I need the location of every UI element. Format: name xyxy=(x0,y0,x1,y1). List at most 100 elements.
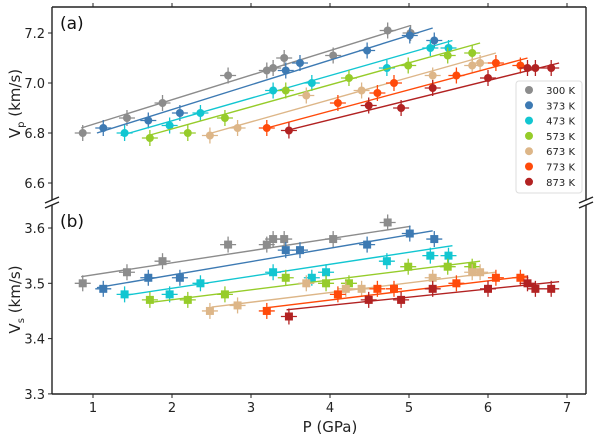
data-point xyxy=(405,229,414,238)
data-point xyxy=(262,306,271,315)
data-point xyxy=(329,235,338,244)
legend-marker xyxy=(525,162,533,171)
data-point xyxy=(428,273,437,282)
data-point xyxy=(120,129,129,137)
y-tick-label: 7.2 xyxy=(24,27,45,42)
legend-item: 773 K xyxy=(525,162,575,174)
data-point xyxy=(262,124,271,132)
series-873k xyxy=(280,275,560,325)
data-point xyxy=(484,284,492,293)
legend-label: 300 K xyxy=(546,86,575,97)
data-point xyxy=(145,134,154,142)
data-point xyxy=(476,268,485,277)
data-point xyxy=(405,31,414,40)
x-tick-label: 1 xyxy=(89,401,97,416)
data-point xyxy=(531,284,540,293)
data-point xyxy=(269,86,278,95)
data-point xyxy=(78,279,87,288)
fit-line xyxy=(286,62,560,132)
data-point xyxy=(158,257,167,266)
data-point xyxy=(281,66,290,75)
data-point xyxy=(452,279,461,288)
data-point xyxy=(428,71,437,80)
data-point xyxy=(262,240,271,249)
data-point xyxy=(307,79,316,87)
data-point xyxy=(363,240,372,249)
data-point xyxy=(183,295,192,304)
data-point xyxy=(491,273,500,282)
axis-break-mark xyxy=(578,196,594,204)
data-point xyxy=(397,295,406,304)
data-point xyxy=(281,246,290,255)
data-point xyxy=(373,89,382,97)
axis-break-mark xyxy=(44,201,60,209)
axis-break-mark xyxy=(44,196,60,204)
data-point xyxy=(122,268,131,277)
data-point xyxy=(444,44,453,52)
panel-b: 3.3 3.4 3.5 3.6 (b) Vs (km/s) xyxy=(6,201,594,403)
data-point xyxy=(205,306,214,315)
legend-label: 873 K xyxy=(546,178,575,189)
y-tick-label: 7.0 xyxy=(24,77,45,92)
data-point xyxy=(373,284,382,293)
fit-line xyxy=(148,42,481,137)
data-point xyxy=(468,49,477,57)
data-point xyxy=(302,279,311,288)
panel-label: (a) xyxy=(60,14,84,34)
data-point xyxy=(426,251,435,260)
data-point xyxy=(382,257,391,266)
data-point xyxy=(428,84,437,92)
x-tick-label: 4 xyxy=(326,401,334,416)
data-point xyxy=(364,101,373,110)
data-point xyxy=(122,114,131,122)
series-573k xyxy=(141,258,481,308)
data-point xyxy=(547,284,556,293)
data-point xyxy=(295,246,304,255)
data-point xyxy=(389,79,398,87)
series-873k xyxy=(280,60,560,139)
data-point xyxy=(281,86,290,95)
data-point xyxy=(165,290,174,299)
series-673k xyxy=(201,52,497,144)
data-point xyxy=(426,44,435,52)
data-point xyxy=(224,71,233,80)
x-tick-label: 2 xyxy=(168,401,176,416)
data-point xyxy=(397,104,406,112)
data-point xyxy=(220,290,229,299)
axis-break-mark xyxy=(578,201,594,209)
y-axis-title: Vp (km/s) xyxy=(6,69,27,138)
data-point xyxy=(430,235,439,244)
data-point xyxy=(322,268,331,277)
panel-label: (b) xyxy=(60,212,84,232)
legend-item: 473 K xyxy=(525,116,575,128)
data-point xyxy=(444,251,453,260)
y-axis-title: Vs (km/s) xyxy=(6,265,27,333)
data-point xyxy=(322,279,331,288)
data-point xyxy=(120,290,129,299)
y-tick-label: 3.5 xyxy=(24,277,45,292)
y-tick-label: 3.3 xyxy=(24,388,45,403)
data-point xyxy=(302,91,311,100)
x-tick-label: 6 xyxy=(484,401,492,416)
y-tick-label: 6.6 xyxy=(24,177,45,192)
data-point xyxy=(383,218,392,227)
legend-marker xyxy=(525,131,533,140)
legend-marker xyxy=(525,101,533,110)
data-point xyxy=(476,59,485,67)
data-point xyxy=(165,121,174,130)
data-point xyxy=(233,124,242,132)
legend-item: 373 K xyxy=(525,101,575,112)
data-point xyxy=(196,279,205,288)
series-300k xyxy=(74,22,419,141)
panel-a: 6.6 6.8 7.0 7.2 (a) Vp (km/s) xyxy=(6,6,594,204)
data-point xyxy=(284,312,293,321)
data-point xyxy=(404,61,413,70)
data-point xyxy=(284,126,293,135)
data-point xyxy=(280,54,289,62)
data-point xyxy=(269,64,278,72)
data-point xyxy=(233,301,242,310)
x-tick-label: 3 xyxy=(247,401,255,416)
data-point xyxy=(547,64,556,72)
fit-line xyxy=(80,24,411,129)
